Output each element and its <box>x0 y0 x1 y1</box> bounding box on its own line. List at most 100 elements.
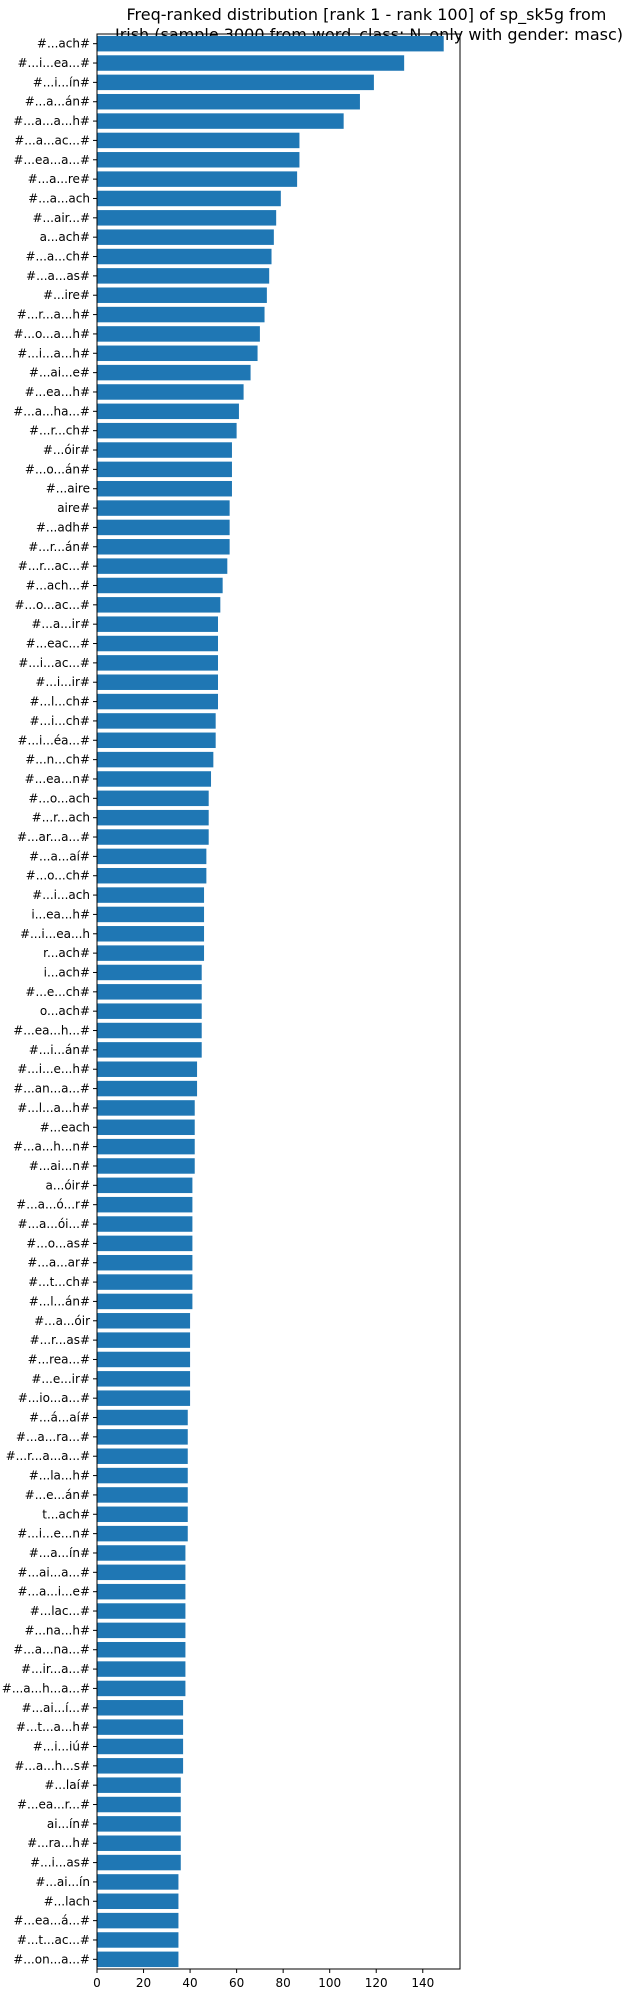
bar <box>97 35 444 52</box>
y-tick-label: t...ach# <box>42 1507 90 1521</box>
y-tick-label: #...i...ea...# <box>17 56 90 70</box>
bar <box>97 519 230 536</box>
bar <box>97 829 209 845</box>
bar <box>97 74 374 91</box>
bar <box>97 1912 179 1929</box>
y-tick-label: #...ai...ín <box>35 1875 90 1889</box>
bar <box>97 1641 186 1658</box>
y-tick-label: #...a...h...s# <box>14 1759 90 1773</box>
bar <box>97 1777 181 1793</box>
y-tick-label: #...t...ac...# <box>17 1933 90 1947</box>
y-tick-label: #...r...ach <box>32 811 90 825</box>
bar <box>97 1525 188 1542</box>
y-tick-label: ai...ín# <box>47 1817 90 1831</box>
bar <box>97 1254 193 1271</box>
y-tick-label: #...ea...h# <box>25 385 90 399</box>
bar <box>97 1564 186 1581</box>
bar <box>97 597 221 613</box>
bar <box>97 674 218 690</box>
x-tick-label: 40 <box>182 1976 197 1990</box>
y-tick-label: #...o...án# <box>25 462 90 476</box>
y-tick-label: #...io...a...# <box>18 1391 90 1405</box>
bar <box>97 1080 198 1097</box>
y-tick-label: #...e...án# <box>25 1488 90 1502</box>
bar <box>97 732 216 749</box>
bar <box>97 1100 195 1116</box>
y-tick-label: #...laí# <box>44 1778 90 1792</box>
y-tick-label: #...a...ac...# <box>14 133 90 147</box>
y-tick-label: #...o...ach <box>28 791 90 805</box>
bar <box>97 1371 191 1387</box>
bar <box>97 1332 191 1348</box>
chart-title: Freq-ranked distribution [rank 1 - rank … <box>115 5 623 45</box>
y-tick-label: #...i...a...h# <box>17 346 90 360</box>
y-tick-label: #...r...ch# <box>29 424 90 438</box>
bar <box>97 1932 179 1948</box>
bar <box>97 1506 188 1523</box>
bar <box>97 867 207 884</box>
bar <box>97 1951 179 1968</box>
y-tick-label: #...r...án# <box>28 540 90 554</box>
y-tick-label: #...each <box>40 1120 90 1134</box>
x-tick-label: 20 <box>136 1976 151 1990</box>
y-tick-label: #...i...ea...h <box>20 927 90 941</box>
bar <box>97 345 258 362</box>
bar <box>97 1700 184 1716</box>
y-tick-label: #...a...ín# <box>29 1546 90 1560</box>
y-tick-label: #...a...h...n# <box>13 1140 90 1154</box>
y-tick-label: #...l...án# <box>29 1294 90 1308</box>
bar <box>97 539 230 555</box>
bar <box>97 1816 181 1832</box>
y-tick-label: #...eac...# <box>26 637 90 651</box>
y-tick-label: #...n...ch# <box>25 753 90 767</box>
bar <box>97 500 230 516</box>
plot-frame <box>96 33 461 1970</box>
bar <box>97 364 251 381</box>
y-tick-label: #...t...a...h# <box>16 1720 90 1734</box>
y-tick-label: #...e...ch# <box>25 985 90 999</box>
y-tick-label: #...on...a...# <box>13 1952 90 1966</box>
y-tick-label: #...ai...í...# <box>22 1701 90 1715</box>
y-tick-label: i...ea...h# <box>31 907 90 921</box>
y-tick-label: #...a...ach <box>28 191 90 205</box>
bar <box>97 926 205 942</box>
bar <box>97 945 205 961</box>
bar <box>97 1545 186 1561</box>
y-tick-label: #...a...ar# <box>27 1256 90 1270</box>
bar <box>97 1022 202 1039</box>
y-tick-label: #...i...éa...# <box>17 733 90 747</box>
y-tick-label: #...a...ir# <box>31 617 90 631</box>
y-tick-label: #...ir...a...# <box>21 1662 90 1676</box>
bar <box>97 751 214 768</box>
y-tick-label: #...i...ir# <box>35 675 90 689</box>
y-tick-label: #...ai...n# <box>29 1159 90 1173</box>
y-tick-label: #...i...ín# <box>33 75 90 89</box>
y-tick-label: #...ea...h...# <box>13 1024 90 1038</box>
bar <box>97 635 218 652</box>
y-tick-label: #...l...ch# <box>29 695 90 709</box>
y-tick-label: a...ach# <box>40 230 90 244</box>
y-tick-label: #...r...ac...# <box>18 559 90 573</box>
y-tick-label: #...i...án# <box>29 1043 90 1057</box>
bar <box>97 771 212 787</box>
bar <box>97 1409 188 1426</box>
bar <box>97 1796 181 1813</box>
y-tick-label: #...aire <box>46 482 90 496</box>
y-tick-label: #...ra...h# <box>27 1836 90 1850</box>
y-tick-label: #...i...ach <box>32 888 90 902</box>
bar <box>97 1429 188 1445</box>
y-tick-label: aire# <box>57 501 90 515</box>
bar <box>97 1196 193 1213</box>
y-tick-label: #...e...ir# <box>31 1372 90 1386</box>
bar <box>97 1661 186 1677</box>
bar <box>97 55 405 71</box>
bar <box>97 1719 184 1735</box>
bar <box>97 306 265 323</box>
bar <box>97 655 218 671</box>
y-tick-label: #...ire# <box>43 288 90 302</box>
y-tick-label: a...óir# <box>46 1178 90 1192</box>
y-tick-label: #...la...h# <box>29 1469 90 1483</box>
y-tick-label: #...a...ói...# <box>18 1217 90 1231</box>
x-tick-label: 0 <box>93 1976 101 1990</box>
y-tick-label: #...a...as# <box>26 269 90 283</box>
